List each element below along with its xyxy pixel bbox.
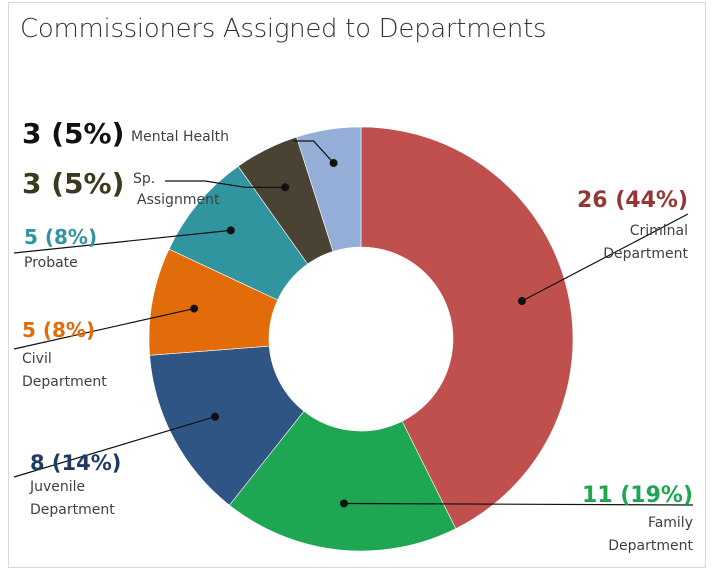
slice-mental-health [296, 126, 362, 252]
chart-title: Commissioners Assigned to Departments [20, 14, 547, 44]
slice-juvenile-department [149, 345, 305, 506]
category-label-juvenile-department: Juvenile Department [29, 479, 115, 518]
leader-line-sp-assignment [165, 180, 286, 188]
leader-line-probate [13, 229, 231, 254]
category-label-civil-department: Civil Department [22, 351, 107, 390]
labels-group: 26 (44%) Criminal Department 11 (19%) Family… [22, 117, 694, 554]
leader-line-mental-health [293, 140, 335, 164]
value-label-sp-assignment: 3 (5%) [22, 167, 124, 200]
slices-group [148, 126, 574, 552]
category-label-family-department: Family Department [608, 515, 693, 554]
leader-line-family-department [343, 502, 694, 506]
category-label-criminal-department: Criminal Department [603, 223, 688, 262]
leader-lines-group [13, 140, 694, 508]
value-label-mental-health: 3 (5%) [22, 117, 124, 150]
value-label-civil-department: 5 (8%) [22, 318, 95, 342]
category-label-probate: Probate [24, 255, 78, 271]
slice-criminal-department [360, 126, 574, 530]
category-label-sp-assignment: Sp. Assignment [133, 171, 220, 208]
leader-line-civil-department [13, 308, 195, 350]
value-label-criminal-department: 26 (44%) [577, 188, 688, 213]
value-label-probate: 5 (8%) [24, 225, 97, 249]
category-label-mental-health: Mental Health [131, 129, 229, 145]
slice-family-department [229, 410, 457, 552]
value-label-juvenile-department: 8 (14%) [30, 451, 121, 475]
leader-line-criminal-department [521, 213, 689, 302]
value-label-family-department: 11 (19%) [582, 483, 693, 508]
leader-line-juvenile-department [13, 416, 216, 478]
chart-frame [8, 2, 706, 568]
